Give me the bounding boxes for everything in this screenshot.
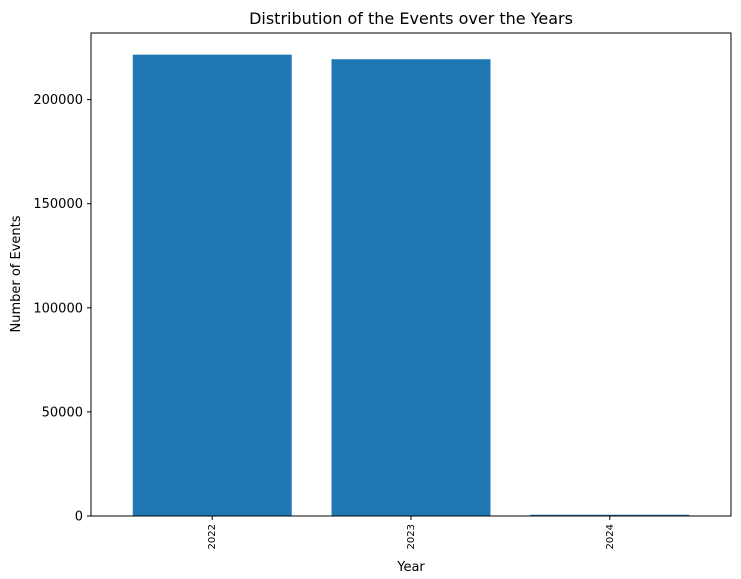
x-tick-label-2023: 2023 [406, 524, 417, 549]
x-tick-label-2024: 2024 [605, 524, 616, 549]
y-tick-label: 0 [75, 510, 83, 525]
plot-frame [90, 32, 732, 517]
bar-2023 [331, 59, 491, 516]
bars-group [132, 54, 690, 517]
y-tick-label: 150000 [33, 197, 83, 212]
chart-title: Distribution of the Events over the Year… [249, 9, 573, 28]
y-tick-label: 100000 [33, 301, 83, 316]
bar-2024 [530, 514, 690, 516]
x-axis-ticks: 2022 2023 2024 [207, 516, 616, 549]
y-tick-label: 200000 [33, 93, 83, 108]
y-axis-label: Number of Events [9, 215, 24, 332]
bar-2022 [132, 54, 292, 517]
x-tick-label-2022: 2022 [207, 524, 218, 549]
x-axis-label: Year [396, 560, 425, 575]
y-axis-ticks: 0 50000 100000 150000 200000 [33, 93, 91, 525]
y-tick-label: 50000 [42, 405, 83, 420]
